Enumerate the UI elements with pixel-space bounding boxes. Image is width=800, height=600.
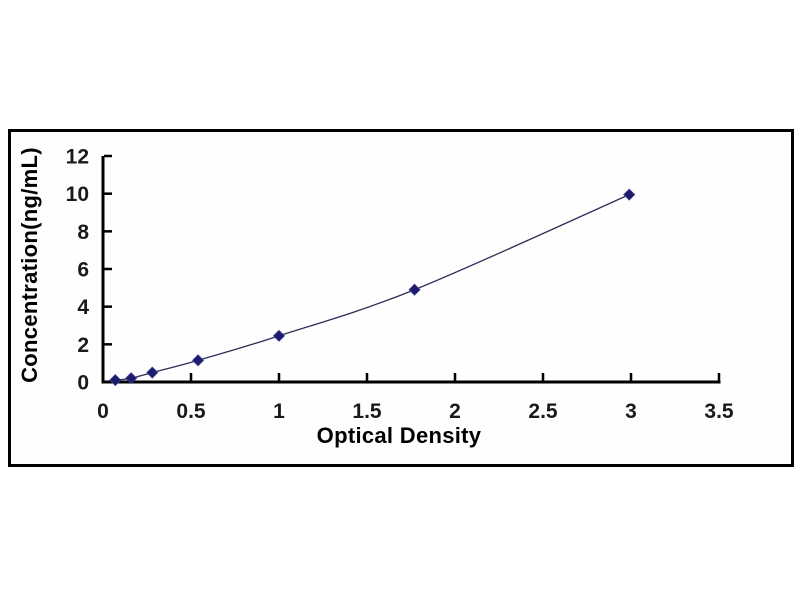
y-tick-label: 0 xyxy=(77,372,89,395)
x-tick-label: 0 xyxy=(97,400,109,423)
x-tick-label: 0.5 xyxy=(176,400,206,423)
x-tick-label: 1 xyxy=(273,400,285,423)
data-point-marker xyxy=(146,366,159,379)
standard-curve-chart: 0 0.5 1 1.5 2 2.5 3 3.5 0 2 4 6 8 10 12 xyxy=(66,146,734,424)
x-tick-label: 1.5 xyxy=(352,400,382,423)
x-tick-label: 3.5 xyxy=(704,400,734,423)
y-tick-label: 12 xyxy=(66,146,89,169)
x-tick-label: 2.5 xyxy=(528,400,558,423)
data-point-marker xyxy=(125,372,138,385)
data-point-marker xyxy=(272,329,286,342)
y-tick-label: 2 xyxy=(77,334,89,357)
data-point-marker xyxy=(623,188,636,201)
data-point-marker xyxy=(191,354,205,367)
x-axis-title: Optical Density xyxy=(316,423,482,448)
data-point-marker xyxy=(408,283,421,296)
y-axis-title: Concentration(ng/mL) xyxy=(17,147,42,383)
y-tick-label: 6 xyxy=(77,259,89,282)
y-tick-label: 4 xyxy=(77,296,89,319)
y-tick-label: 8 xyxy=(77,221,89,244)
x-tick-label: 2 xyxy=(449,400,461,423)
data-point-marker xyxy=(109,374,122,387)
x-tick-label: 3 xyxy=(625,400,637,423)
chart-frame: 0 0.5 1 1.5 2 2.5 3 3.5 0 2 4 6 8 10 12 Optical Densit… xyxy=(8,129,794,467)
series-line xyxy=(115,194,630,381)
y-tick-label: 10 xyxy=(66,183,89,206)
